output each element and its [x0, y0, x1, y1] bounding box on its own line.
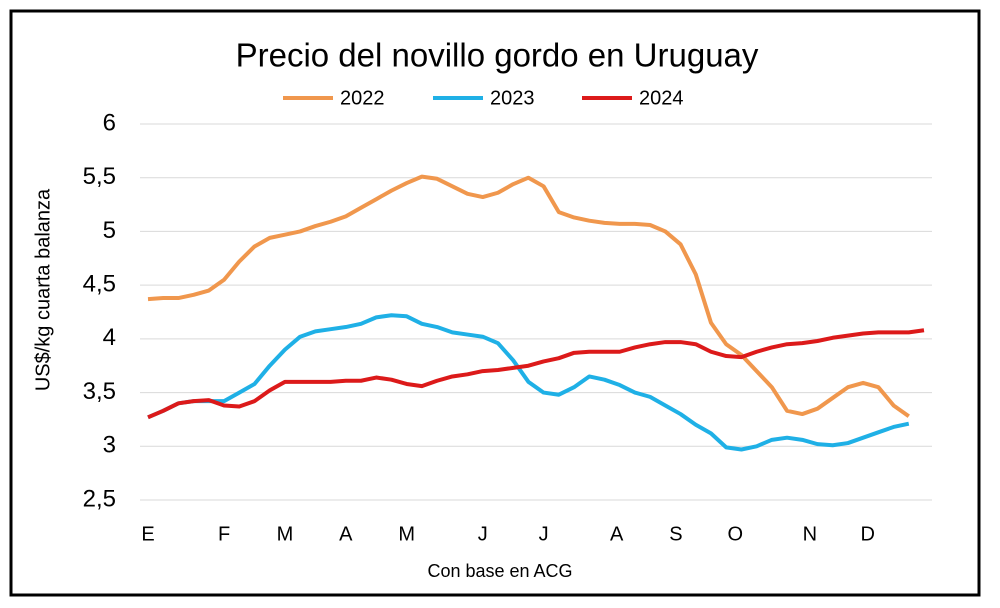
- x-tick-label: F: [218, 523, 230, 545]
- x-tick-label: E: [141, 523, 154, 545]
- y-axis-label: US$/kg cuarta balanza: [32, 188, 54, 391]
- x-tick-label: A: [339, 523, 353, 545]
- x-tick-label: A: [610, 523, 624, 545]
- y-tick-label: 3,5: [83, 378, 116, 405]
- line-series: [147, 328, 925, 420]
- x-tick-label: N: [803, 523, 817, 545]
- y-tick-label: 5: [103, 217, 116, 244]
- y-tick-label: 5,5: [83, 163, 116, 190]
- x-tick-label: S: [669, 523, 682, 545]
- line-series: [147, 174, 910, 418]
- legend-label: 2023: [490, 87, 535, 109]
- legend-label: 2022: [340, 87, 385, 109]
- x-tick-label: M: [398, 523, 415, 545]
- x-tick-label: J: [539, 523, 549, 545]
- x-tick-label: M: [277, 523, 294, 545]
- x-tick-label: D: [860, 523, 874, 545]
- chart-title: Precio del novillo gordo en Uruguay: [236, 37, 759, 74]
- y-tick-label: 2,5: [83, 485, 116, 512]
- x-axis-label: Con base en ACG: [427, 561, 572, 581]
- y-tick-label: 4: [103, 324, 116, 351]
- x-tick-label: J: [478, 523, 488, 545]
- x-tick-label: O: [728, 523, 744, 545]
- line-series: [147, 313, 910, 452]
- y-tick-label: 3: [103, 432, 116, 459]
- frame: [9, 9, 981, 597]
- y-tick-label: 6: [103, 109, 116, 136]
- legend-label: 2024: [639, 87, 684, 109]
- y-tick-label: 4,5: [83, 270, 116, 297]
